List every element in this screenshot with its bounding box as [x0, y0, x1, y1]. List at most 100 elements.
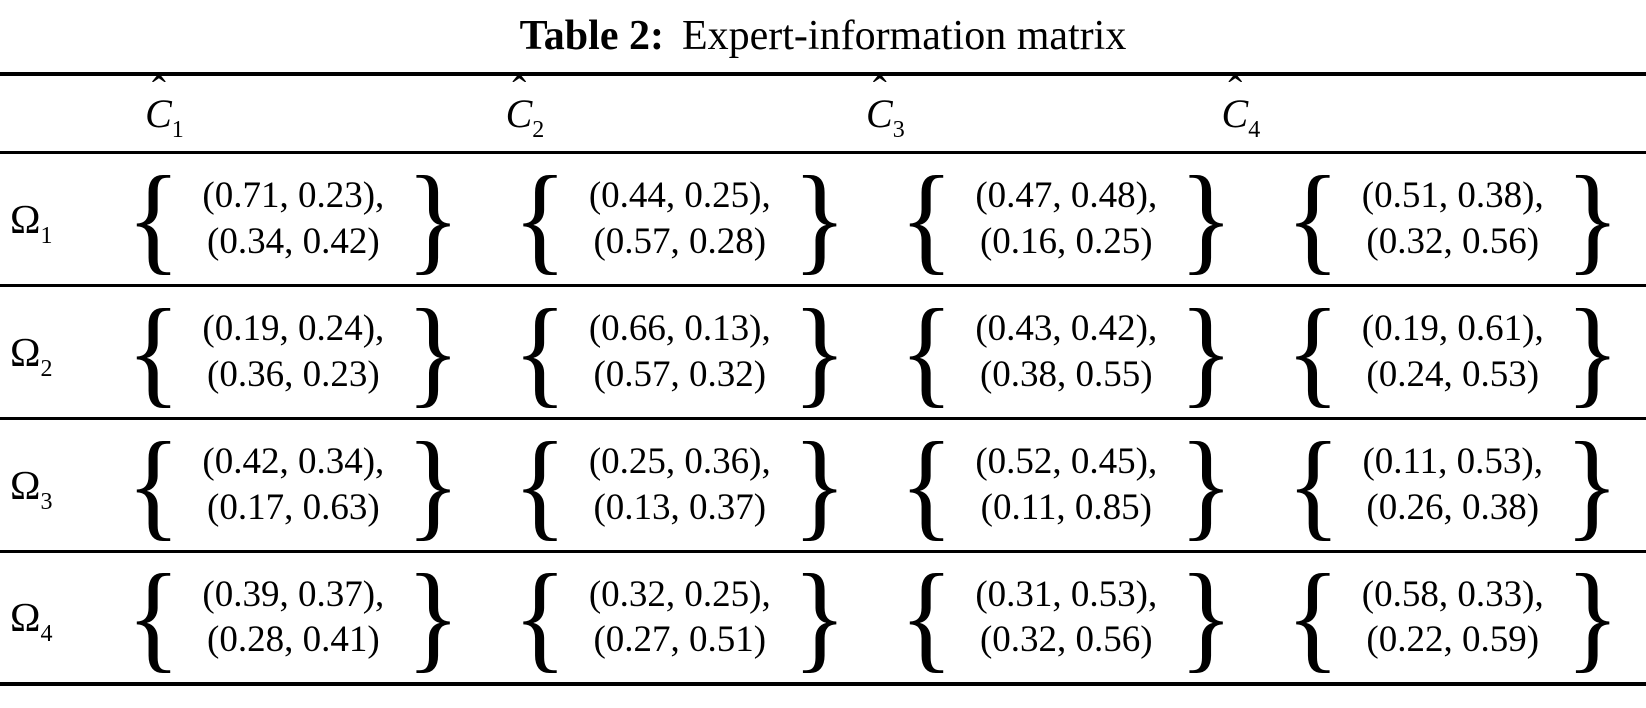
- right-brace: }: [1565, 417, 1619, 552]
- pair-line: (0.66, 0.13),: [588, 308, 771, 350]
- matrix-cell: { (0.52, 0.45), (0.11, 0.85)}: [873, 418, 1259, 551]
- table-caption-text: Expert-information matrix: [681, 13, 1127, 59]
- hat-accent: ˆ: [1228, 68, 1243, 115]
- pair-line: (0.27, 0.51): [593, 619, 767, 661]
- pair-line: (0.19, 0.61),: [1361, 308, 1544, 350]
- pair-line: (0.51, 0.38),: [1361, 175, 1544, 217]
- pair-line: (0.32, 0.25),: [588, 574, 771, 616]
- column-header-subscript: 1: [171, 116, 184, 143]
- right-brace: }: [1179, 284, 1233, 419]
- column-header-letter: C: [866, 90, 893, 136]
- table-row: Ω3 {(0.42, 0.34), (0.17, 0.63)} { (0.25, 0…: [0, 418, 1646, 551]
- row-label-letter: Ω: [10, 461, 41, 508]
- right-brace: }: [1565, 151, 1620, 286]
- pair-line: (0.22, 0.59): [1366, 619, 1540, 661]
- pair-line: (0.24, 0.53): [1366, 353, 1540, 395]
- left-brace: {: [126, 550, 181, 685]
- right-brace: }: [1179, 151, 1233, 286]
- left-brace: {: [126, 417, 181, 552]
- matrix-cell: { (0.66, 0.13), (0.57, 0.32)}: [487, 285, 873, 418]
- pair-line: (0.11, 0.85): [980, 486, 1152, 528]
- matrix-cell: {(0.47, 0.48), (0.16, 0.25)}: [873, 152, 1259, 285]
- left-brace: {: [513, 550, 567, 685]
- right-brace: }: [792, 550, 847, 685]
- column-header-subscript: 2: [532, 116, 545, 143]
- left-brace: {: [899, 151, 954, 286]
- row-label-letter: Ω: [10, 594, 41, 641]
- matrix-cell: {(0.25, 0.36), (0.13, 0.37)}: [487, 418, 873, 551]
- left-brace: {: [126, 151, 181, 286]
- matrix-cell: {(0.43, 0.42), (0.38, 0.55)}: [873, 285, 1259, 418]
- column-header-letter: C: [505, 90, 533, 136]
- left-brace: {: [513, 151, 567, 286]
- right-brace: }: [1565, 550, 1620, 685]
- matrix-cell: { (0.19, 0.61), (0.24, 0.53)}: [1260, 285, 1646, 418]
- pair-line: (0.31, 0.53),: [975, 574, 1158, 616]
- right-brace: }: [1565, 284, 1620, 419]
- left-brace: {: [1286, 284, 1340, 419]
- pair-line: (0.39, 0.37),: [202, 574, 385, 616]
- right-brace: }: [406, 550, 461, 685]
- right-brace: }: [406, 417, 461, 552]
- hat-accent: ˆ: [151, 68, 166, 115]
- matrix-cell: {(0.42, 0.34), (0.17, 0.63)}: [100, 418, 486, 551]
- column-header-c4: ˆ C4: [1222, 69, 1646, 152]
- pair-line: (0.34, 0.42): [207, 220, 380, 262]
- column-header-c1: ˆ C1: [100, 69, 486, 152]
- matrix-cell: { (0.39, 0.37), (0.28, 0.41)}: [100, 551, 486, 684]
- row-label-omega1: Ω1: [0, 152, 100, 285]
- row-label-letter: Ω: [10, 328, 41, 375]
- right-brace: }: [792, 417, 847, 552]
- row-label-subscript: 1: [40, 222, 53, 249]
- header-row: ˆ C1 ˆ C2 ˆ C3 ˆ C4: [0, 69, 1646, 152]
- pair-line: (0.38, 0.55): [979, 353, 1153, 395]
- pair-line: (0.58, 0.33),: [1361, 574, 1544, 616]
- matrix-cell: { (0.51, 0.38), (0.32, 0.56)}: [1260, 152, 1646, 285]
- pair-line: (0.25, 0.36),: [588, 441, 771, 483]
- column-header-c2: ˆ C2: [487, 69, 873, 152]
- row-label-subscript: 4: [40, 621, 53, 648]
- pair-line: (0.57, 0.32): [593, 353, 767, 395]
- matrix-cell: {(0.19, 0.24), (0.36, 0.23)}: [100, 285, 486, 418]
- table-caption: Table 2: Expert-information matrix: [0, 0, 1646, 72]
- corner-cell: [0, 74, 100, 152]
- pair-line: (0.32, 0.56): [1366, 220, 1540, 262]
- matrix-cell: { (0.58, 0.33), (0.22, 0.59)}: [1260, 551, 1646, 684]
- left-brace: {: [1286, 151, 1340, 286]
- right-brace: }: [792, 151, 847, 286]
- table-row: Ω1 { (0.71, 0.23), (0.34, 0.42)} {(0.44, 0…: [0, 152, 1646, 285]
- matrix-cell: { (0.32, 0.25), (0.27, 0.51)}: [487, 551, 873, 684]
- hat-accent: ˆ: [512, 68, 527, 115]
- left-brace: {: [513, 417, 567, 552]
- pair-line: (0.11, 0.53),: [1362, 441, 1544, 483]
- pair-line: (0.71, 0.23),: [202, 175, 385, 217]
- left-brace: {: [1286, 417, 1341, 552]
- pair-line: (0.19, 0.24),: [202, 308, 385, 350]
- pair-line: (0.36, 0.23): [207, 353, 380, 395]
- pair-line: (0.52, 0.45),: [975, 441, 1158, 483]
- column-header-letter: C: [1221, 90, 1249, 136]
- pair-line: (0.26, 0.38): [1366, 486, 1540, 528]
- column-header-subscript: 4: [1248, 116, 1261, 143]
- right-brace: }: [1179, 417, 1233, 552]
- table-row: Ω2 {(0.19, 0.24), (0.36, 0.23)} {(0.66, 0…: [0, 285, 1646, 418]
- pair-line: (0.28, 0.41): [207, 619, 380, 661]
- row-label-subscript: 2: [40, 355, 53, 382]
- row-label-omega3: Ω3: [0, 418, 100, 551]
- row-label-subscript: 3: [40, 488, 53, 515]
- row-label-omega4: Ω4: [0, 551, 100, 684]
- matrix-cell: {(0.44, 0.25), (0.57, 0.28)}: [487, 152, 873, 285]
- matrix-cell: {(0.31, 0.53), (0.32, 0.56)}: [873, 551, 1259, 684]
- left-brace: {: [1286, 550, 1340, 685]
- row-label-letter: Ω: [10, 195, 41, 242]
- left-brace: {: [513, 284, 567, 419]
- column-header-c3: ˆ C3: [866, 69, 1259, 152]
- column-header-letter: C: [145, 90, 172, 136]
- right-brace: }: [1179, 550, 1233, 685]
- pair-line: (0.43, 0.42),: [975, 308, 1158, 350]
- table-row: Ω4 { (0.39, 0.37), (0.28, 0.41)} { (0.32, 0…: [0, 551, 1646, 684]
- matrix-cell: { (0.11, 0.53), (0.26, 0.38)}: [1260, 418, 1646, 551]
- pair-line: (0.57, 0.28): [593, 220, 767, 262]
- left-brace: {: [899, 417, 954, 552]
- right-brace: }: [792, 284, 847, 419]
